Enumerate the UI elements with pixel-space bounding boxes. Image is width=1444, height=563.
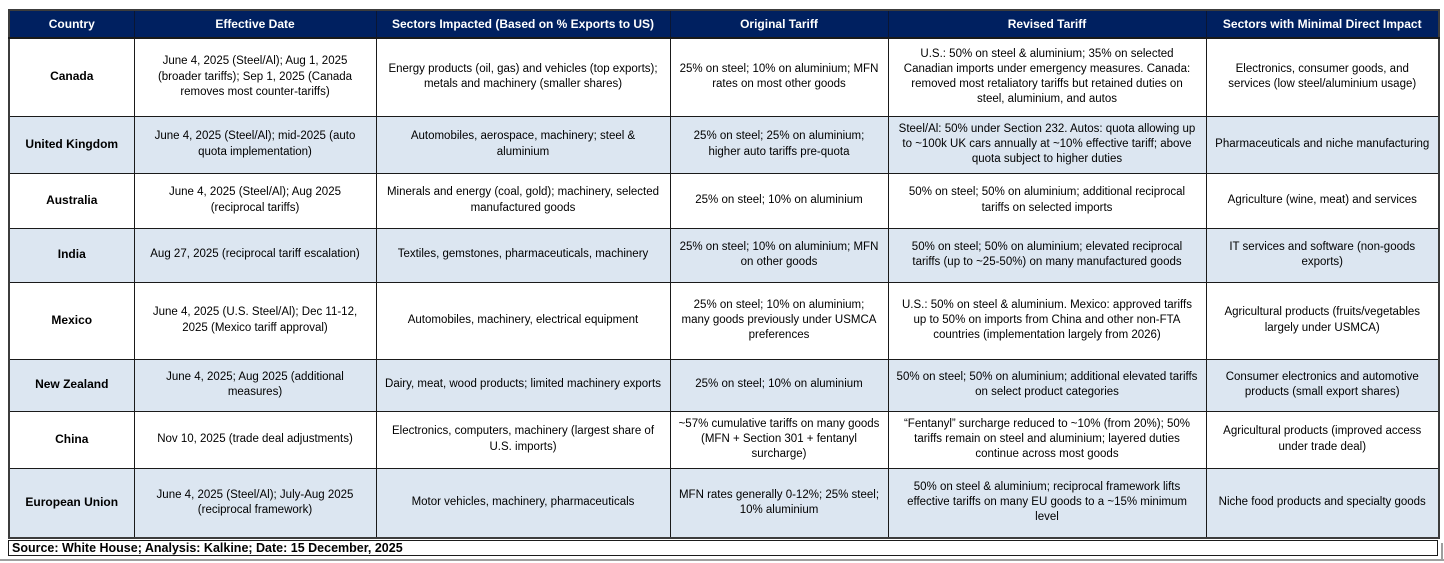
cell-effective_date: June 4, 2025 (Steel/Al); Aug 2025 (recip… (133, 172, 377, 229)
cell-minimal_impact: Consumer electronics and automotive prod… (1205, 358, 1440, 412)
column-header-original_tariff: Original Tariff (669, 9, 889, 39)
cell-minimal_impact: IT services and software (non-goods expo… (1205, 227, 1440, 283)
cell-revised_tariff: Steel/Al: 50% under Section 232. Autos: … (887, 115, 1207, 174)
column-header-effective_date: Effective Date (133, 9, 377, 39)
table-header: Country Effective Date Sectors Impacted (B… (8, 9, 1440, 39)
cell-revised_tariff: 50% on steel & aluminium; reciprocal fra… (887, 467, 1207, 539)
window-right-edge (1441, 543, 1443, 561)
table-body: Canada June 4, 2025 (Steel/Al); Aug 1, 20… (8, 37, 1440, 539)
table-row: United Kingdom June 4, 2025 (Steel/Al); m… (8, 115, 1440, 174)
cell-original_tariff: 25% on steel; 25% on aluminium; higher a… (669, 115, 889, 174)
cell-revised_tariff: 50% on steel; 50% on aluminium; addition… (887, 358, 1207, 412)
cell-country: India (8, 227, 135, 283)
column-header-country: Country (8, 9, 135, 39)
cell-sectors_impacted: Electronics, computers, machinery (large… (375, 410, 671, 469)
cell-effective_date: Nov 10, 2025 (trade deal adjustments) (133, 410, 377, 469)
cell-country: European Union (8, 467, 135, 539)
cell-original_tariff: 25% on steel; 10% on aluminium (669, 172, 889, 229)
column-header-minimal_impact: Sectors with Minimal Direct Impact (1205, 9, 1440, 39)
cell-revised_tariff: 50% on steel; 50% on aluminium; elevated… (887, 227, 1207, 283)
cell-original_tariff: 25% on steel; 10% on aluminium; MFN rate… (669, 37, 889, 117)
cell-original_tariff: 25% on steel; 10% on aluminium; MFN on o… (669, 227, 889, 283)
cell-minimal_impact: Electronics, consumer goods, and service… (1205, 37, 1440, 117)
cell-effective_date: June 4, 2025 (Steel/Al); Aug 1, 2025 (br… (133, 37, 377, 117)
table-row: Australia June 4, 2025 (Steel/Al); Aug 20… (8, 172, 1440, 229)
table-row: China Nov 10, 2025 (trade deal adjustment… (8, 410, 1440, 469)
cell-sectors_impacted: Minerals and energy (coal, gold); machin… (375, 172, 671, 229)
cell-revised_tariff: U.S.: 50% on steel & aluminium; 35% on s… (887, 37, 1207, 117)
cell-minimal_impact: Pharmaceuticals and niche manufacturing (1205, 115, 1440, 174)
cell-sectors_impacted: Motor vehicles, machinery, pharmaceutica… (375, 467, 671, 539)
cell-sectors_impacted: Textiles, gemstones, pharmaceuticals, ma… (375, 227, 671, 283)
cell-sectors_impacted: Energy products (oil, gas) and vehicles … (375, 37, 671, 117)
cell-effective_date: June 4, 2025 (Steel/Al); July-Aug 2025 (… (133, 467, 377, 539)
table-row: New Zealand June 4, 2025; Aug 2025 (addit… (8, 358, 1440, 412)
column-header-sectors_impacted: Sectors Impacted (Based on % Exports to … (375, 9, 671, 39)
cell-minimal_impact: Agriculture (wine, meat) and services (1205, 172, 1440, 229)
cell-country: Australia (8, 172, 135, 229)
cell-original_tariff: ~57% cumulative tariffs on many goods (M… (669, 410, 889, 469)
cell-country: China (8, 410, 135, 469)
cell-sectors_impacted: Automobiles, machinery, electrical equip… (375, 281, 671, 360)
table-row: India Aug 27, 2025 (reciprocal tariff esc… (8, 227, 1440, 283)
cell-effective_date: Aug 27, 2025 (reciprocal tariff escalati… (133, 227, 377, 283)
cell-minimal_impact: Agricultural products (improved access u… (1205, 410, 1440, 469)
table-row: Canada June 4, 2025 (Steel/Al); Aug 1, 20… (8, 37, 1440, 117)
table-row: European Union June 4, 2025 (Steel/Al); J… (8, 467, 1440, 539)
cell-effective_date: June 4, 2025 (Steel/Al); mid-2025 (auto … (133, 115, 377, 174)
table-row: Mexico June 4, 2025 (U.S. Steel/Al); Dec … (8, 281, 1440, 360)
cell-country: United Kingdom (8, 115, 135, 174)
cell-sectors_impacted: Automobiles, aerospace, machinery; steel… (375, 115, 671, 174)
cell-original_tariff: MFN rates generally 0-12%; 25% steel; 10… (669, 467, 889, 539)
cell-country: Canada (8, 37, 135, 117)
cell-country: New Zealand (8, 358, 135, 412)
cell-original_tariff: 25% on steel; 10% on aluminium; many goo… (669, 281, 889, 360)
cell-effective_date: June 4, 2025; Aug 2025 (additional measu… (133, 358, 377, 412)
cell-minimal_impact: Niche food products and specialty goods (1205, 467, 1440, 539)
window-bottom-edge (0, 559, 1444, 561)
cell-revised_tariff: 50% on steel; 50% on aluminium; addition… (887, 172, 1207, 229)
cell-sectors_impacted: Dairy, meat, wood products; limited mach… (375, 358, 671, 412)
cell-minimal_impact: Agricultural products (fruits/vegetables… (1205, 281, 1440, 360)
cell-revised_tariff: “Fentanyl” surcharge reduced to ~10% (fr… (887, 410, 1207, 469)
cell-revised_tariff: U.S.: 50% on steel & aluminium. Mexico: … (887, 281, 1207, 360)
source-note: Source: White House; Analysis: Kalkine; … (8, 540, 1438, 556)
header-row: Country Effective Date Sectors Impacted (B… (8, 9, 1440, 39)
column-header-revised_tariff: Revised Tariff (887, 9, 1207, 39)
cell-effective_date: June 4, 2025 (U.S. Steel/Al); Dec 11-12,… (133, 281, 377, 360)
cell-original_tariff: 25% on steel; 10% on aluminium (669, 358, 889, 412)
cell-country: Mexico (8, 281, 135, 360)
tariff-table: Country Effective Date Sectors Impacted (B… (8, 9, 1440, 539)
